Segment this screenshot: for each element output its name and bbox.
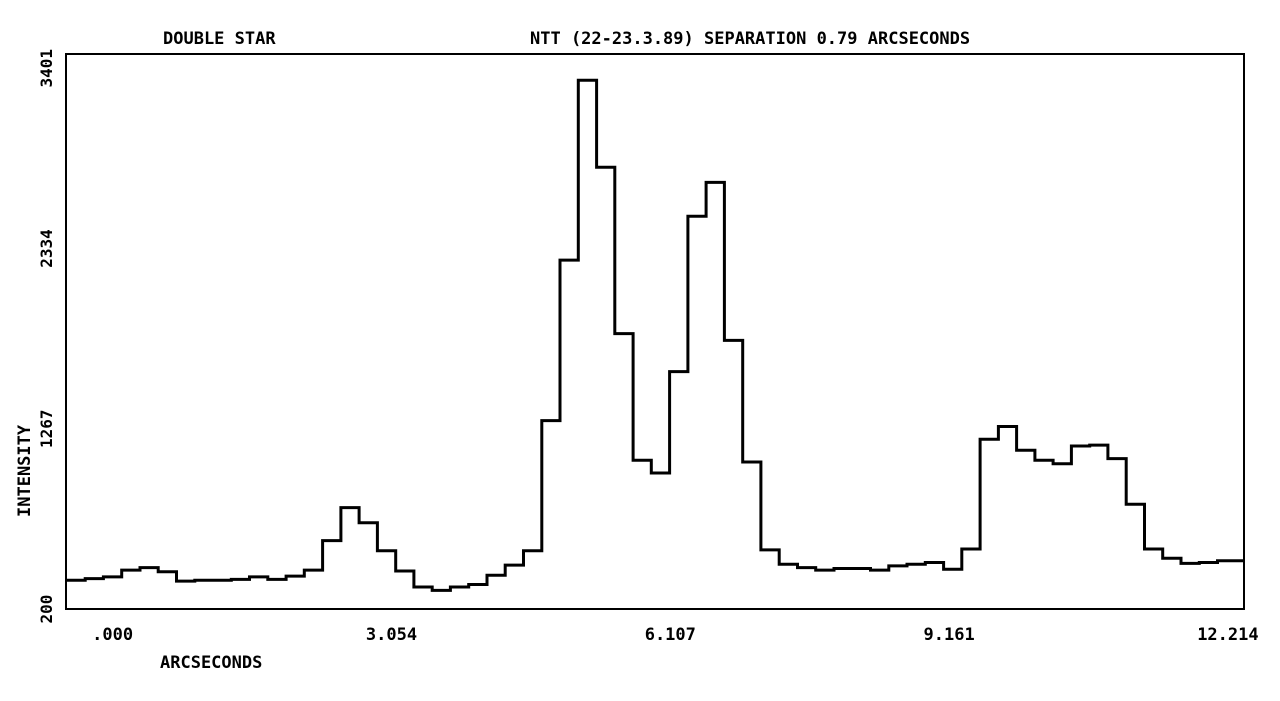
x-tick-label: .000	[92, 625, 133, 645]
y-tick-label: 2334	[37, 229, 56, 268]
chart-title-left: DOUBLE STAR	[163, 29, 276, 49]
x-tick-labels: .000 3.054 6.107 9.161 12.214	[92, 625, 1258, 645]
chart-title-right: NTT (22-23.3.89) SEPARATION 0.79 ARCSECO…	[530, 29, 970, 49]
x-axis-label: ARCSECONDS	[160, 653, 262, 673]
x-tick-label: 6.107	[645, 625, 696, 645]
y-axis-label: INTENSITY	[15, 424, 35, 517]
y-tick-label: 1267	[37, 409, 56, 448]
intensity-step-line	[66, 78, 1244, 592]
y-tick-labels: 200 1267 2334 3401	[37, 49, 56, 624]
plot-frame	[65, 53, 1245, 610]
x-tick-label: 3.054	[366, 625, 417, 645]
x-tick-label: 12.214	[1197, 625, 1258, 645]
y-tick-label: 200	[37, 595, 56, 624]
y-tick-label: 3401	[37, 49, 56, 88]
x-tick-label: 9.161	[924, 625, 975, 645]
